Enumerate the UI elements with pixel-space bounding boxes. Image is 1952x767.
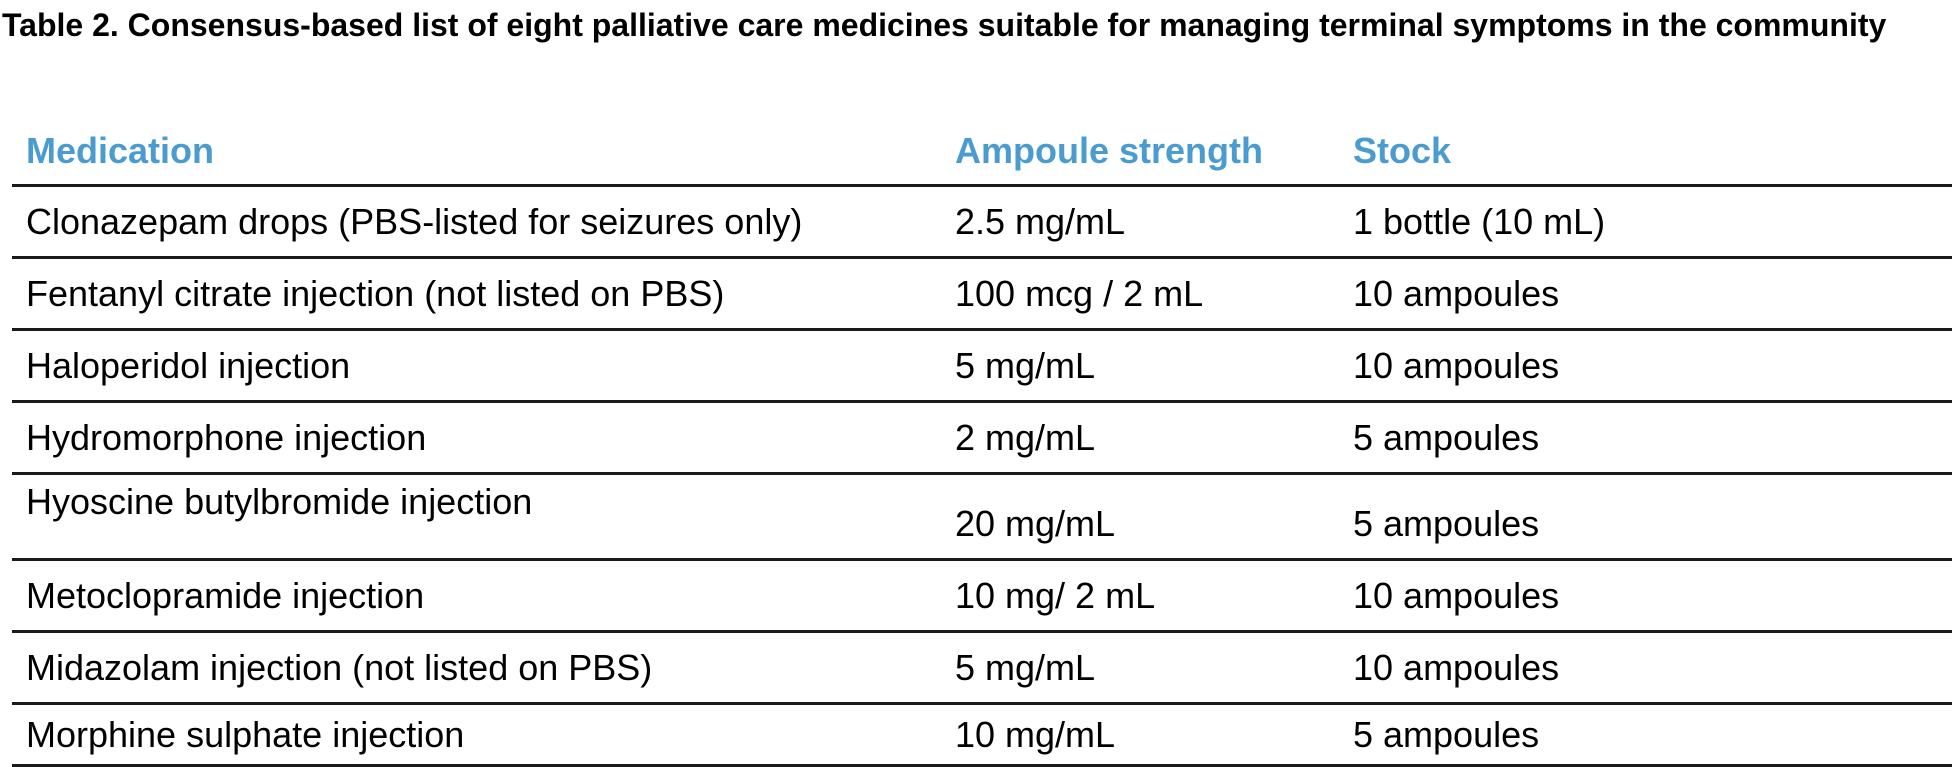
table-row: Metoclopramide injection 10 mg/ 2 mL 10 … (12, 559, 1952, 633)
medication-cell: Hyoscine butylbromide injection (12, 473, 941, 561)
stock-cell: 1 bottle (10 mL) (1339, 185, 1952, 259)
strength-cell: 2.5 mg/mL (941, 185, 1339, 259)
strength-cell: 2 mg/mL (941, 401, 1339, 475)
strength-cell: 5 mg/mL (941, 631, 1339, 705)
strength-cell: 10 mg/ 2 mL (941, 559, 1339, 633)
table-row: Hydromorphone injection 2 mg/mL 5 ampoul… (12, 401, 1952, 475)
medication-cell: Midazolam injection (not listed on PBS) (12, 631, 941, 705)
stock-cell: 10 ampoules (1339, 329, 1952, 403)
medication-cell: Hydromorphone injection (12, 401, 941, 475)
table-header-row: Medication Ampoule strength Stock (12, 118, 1952, 187)
table-row: Fentanyl citrate injection (not listed o… (12, 257, 1952, 331)
medication-cell: Morphine sulphate injection (12, 703, 941, 767)
table-row: Haloperidol injection 5 mg/mL 10 ampoule… (12, 329, 1952, 403)
table-row: Hyoscine butylbromide injection 20 mg/mL… (12, 473, 1952, 561)
medication-cell: Haloperidol injection (12, 329, 941, 403)
strength-cell: 100 mcg / 2 mL (941, 257, 1339, 331)
stock-cell: 5 ampoules (1339, 703, 1952, 767)
medicines-table: Medication Ampoule strength Stock Clonaz… (12, 118, 1952, 767)
medication-cell: Metoclopramide injection (12, 559, 941, 633)
table-row: Clonazepam drops (PBS-listed for seizure… (12, 185, 1952, 259)
stock-cell: 10 ampoules (1339, 559, 1952, 633)
stock-cell: 10 ampoules (1339, 257, 1952, 331)
medication-cell: Fentanyl citrate injection (not listed o… (12, 257, 941, 331)
stock-cell: 5 ampoules (1339, 473, 1952, 561)
table-row: Midazolam injection (not listed on PBS) … (12, 631, 1952, 705)
table-row: Morphine sulphate injection 10 mg/mL 5 a… (12, 703, 1952, 767)
column-header-ampoule-strength: Ampoule strength (941, 118, 1339, 187)
strength-cell: 20 mg/mL (941, 473, 1339, 561)
stock-cell: 10 ampoules (1339, 631, 1952, 705)
medication-cell: Clonazepam drops (PBS-listed for seizure… (12, 185, 941, 259)
column-header-medication: Medication (12, 118, 941, 187)
stock-cell: 5 ampoules (1339, 401, 1952, 475)
strength-cell: 5 mg/mL (941, 329, 1339, 403)
column-header-stock: Stock (1339, 118, 1952, 187)
strength-cell: 10 mg/mL (941, 703, 1339, 767)
table-title: Table 2. Consensus-based list of eight p… (2, 7, 1887, 43)
